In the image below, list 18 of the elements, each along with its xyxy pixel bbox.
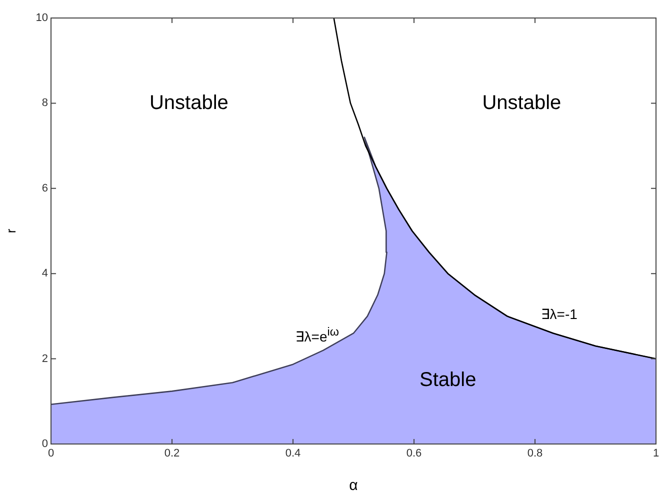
y-tick-label: 0	[42, 438, 48, 450]
annotation: ∃λ=-1	[540, 306, 578, 322]
y-axis-title: r	[3, 228, 18, 234]
annotation: Stable	[420, 369, 476, 392]
x-tick-label: 0.8	[527, 448, 543, 460]
x-axis-title: α	[349, 477, 358, 494]
annotation: ∃λ=e$^{iω}$	[295, 326, 339, 345]
x-tick-label: 0.4	[285, 448, 301, 460]
y-tick-label: 2	[42, 352, 48, 365]
y-tick-label: 6	[42, 182, 48, 194]
x-tick-label: 0.6	[406, 448, 422, 460]
annotation: Unstable	[149, 92, 228, 114]
y-tick-label: 10	[36, 12, 48, 24]
x-tick-label: 0.2	[164, 448, 180, 460]
annotation: Unstable	[482, 92, 562, 114]
x-tick-label: 1	[652, 448, 660, 460]
y-tick-label: 4	[42, 268, 48, 280]
y-tick-label: 8	[42, 97, 48, 110]
